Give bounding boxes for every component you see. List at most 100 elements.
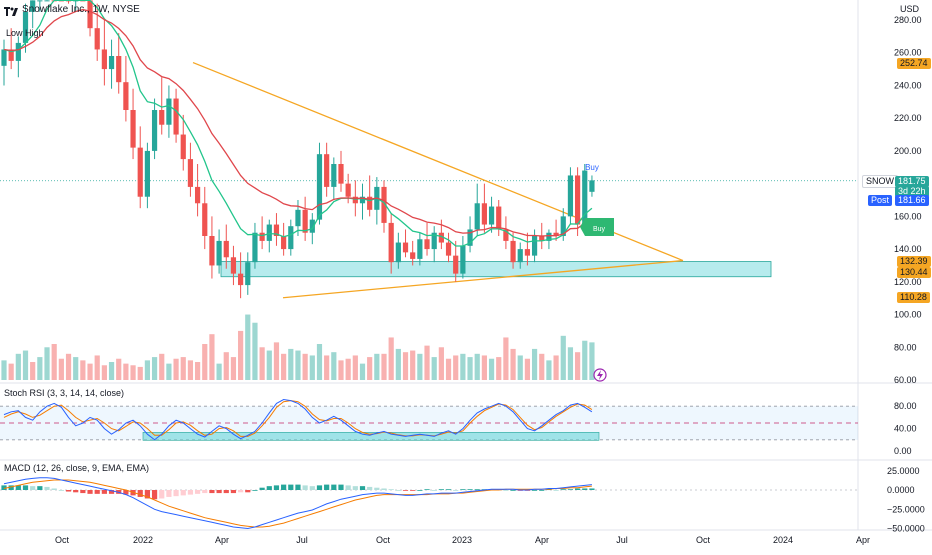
- post-market-label: Post: [868, 195, 893, 206]
- volume-bar: [381, 353, 387, 380]
- candle-body: [180, 134, 186, 160]
- candle-body: [424, 239, 430, 250]
- candle-body: [438, 232, 444, 243]
- price-tick-label: 80.00: [894, 342, 917, 352]
- time-tick-label: Jul: [616, 535, 628, 545]
- stoch-tick-label: 40.00: [894, 424, 917, 434]
- time-tick-label: Apr: [215, 535, 229, 545]
- macd-histogram-bar: [589, 488, 595, 490]
- candle-body: [324, 154, 330, 187]
- volume-bar: [73, 357, 79, 380]
- macd-histogram-bar: [209, 490, 215, 494]
- candle-body: [273, 224, 280, 236]
- candle-body: [259, 232, 265, 241]
- macd-histogram-bar: [252, 490, 258, 491]
- volume-bar: [575, 352, 581, 380]
- volume-bar: [223, 352, 229, 380]
- volume-bar: [238, 330, 244, 380]
- volume-bar: [58, 358, 64, 380]
- candle-body: [230, 257, 237, 274]
- candle-body: [352, 196, 358, 204]
- price-tick-label: 240.00: [894, 80, 922, 90]
- volume-bar: [123, 363, 129, 380]
- volume-bar: [281, 353, 287, 380]
- buy-flag[interactable]: Buy: [580, 218, 614, 236]
- macd-histogram-bar: [402, 490, 409, 491]
- countdown-badge: 3d 22h: [895, 186, 929, 197]
- macd-histogram-bar: [44, 486, 50, 490]
- volume-bars: [1, 314, 595, 380]
- volume-bar: [116, 358, 122, 380]
- macd-histogram-bar: [395, 490, 401, 491]
- volume-bar: [589, 342, 595, 380]
- volume-bar: [352, 355, 358, 380]
- macd-histogram-bar: [467, 489, 473, 491]
- macd-histogram-bar: [159, 490, 165, 499]
- zone-bottom-badge: 130.44: [897, 267, 931, 278]
- volume-bar: [338, 360, 344, 380]
- macd-histogram-bar: [202, 490, 208, 494]
- stoch-k-line: [3, 398, 593, 441]
- macd-histogram-bar: [417, 490, 423, 491]
- volume-bar: [87, 363, 93, 380]
- volume-bar: [453, 355, 459, 380]
- volume-bar: [553, 355, 559, 380]
- volume-bar: [324, 355, 330, 380]
- volume-bar: [345, 358, 351, 380]
- volume-bar: [359, 363, 366, 380]
- candle-body: [15, 42, 21, 61]
- volume-bar: [582, 340, 588, 380]
- candle-body: [589, 180, 595, 192]
- volume-bar: [180, 357, 186, 380]
- candle-body: [410, 252, 416, 259]
- candle-body: [331, 164, 337, 187]
- macd-histogram-bar: [367, 486, 373, 490]
- indicator-label: Low High: [6, 28, 44, 38]
- macd-histogram-bar: [410, 490, 416, 491]
- volume-bar: [273, 342, 280, 380]
- volume-bar: [1, 360, 7, 380]
- macd-title[interactable]: MACD (12, 26, close, 9, EMA, EMA): [4, 463, 150, 473]
- volume-bar: [266, 350, 272, 380]
- candle-body: [116, 56, 122, 83]
- buy-flag-label: Buy: [593, 226, 606, 233]
- macd-histogram-bar: [582, 488, 588, 490]
- stoch-rsi-title[interactable]: Stoch RSI (3, 3, 14, 14, close): [4, 388, 125, 398]
- volume-bar: [309, 355, 315, 380]
- macd-histogram-bar: [431, 490, 437, 491]
- candle-body: [496, 206, 502, 230]
- price-tick-label: 100.00: [894, 310, 922, 320]
- low-price-badge: 110.28: [897, 292, 930, 303]
- candle-body: [453, 255, 459, 274]
- macd-histogram-bar: [87, 490, 93, 494]
- volume-bar: [209, 334, 215, 380]
- volume-bar: [130, 365, 136, 380]
- volume-bar: [510, 348, 516, 380]
- candle-body: [8, 49, 14, 61]
- candle-body: [130, 110, 136, 148]
- price-tick-label: 260.00: [894, 48, 922, 58]
- macd-histogram-bar: [539, 490, 545, 491]
- price-tick-label: 200.00: [894, 146, 922, 156]
- macd-tick-label: −50.0000: [887, 524, 925, 534]
- volume-bar: [445, 358, 452, 380]
- time-tick-label: Oct: [376, 535, 391, 545]
- zone-top-badge: 132.39: [897, 256, 931, 267]
- macd-histogram-bar: [575, 488, 581, 490]
- volume-bar: [259, 347, 265, 380]
- candle-body: [560, 216, 566, 236]
- candle-body: [108, 56, 115, 70]
- candle-body: [295, 209, 301, 227]
- earnings-event-icon[interactable]: [593, 368, 607, 382]
- macd-histogram-bar: [65, 490, 72, 492]
- volume-bar: [374, 353, 380, 380]
- candle-body: [281, 236, 287, 250]
- macd-histogram-bar: [259, 487, 265, 490]
- macd-histogram-bar: [144, 490, 150, 499]
- candle-body: [30, 0, 36, 12]
- volume-bar: [481, 355, 487, 380]
- symbol-title[interactable]: Snowflake Inc., 1W, NYSE: [22, 4, 140, 15]
- macd-histogram-bar: [381, 488, 387, 490]
